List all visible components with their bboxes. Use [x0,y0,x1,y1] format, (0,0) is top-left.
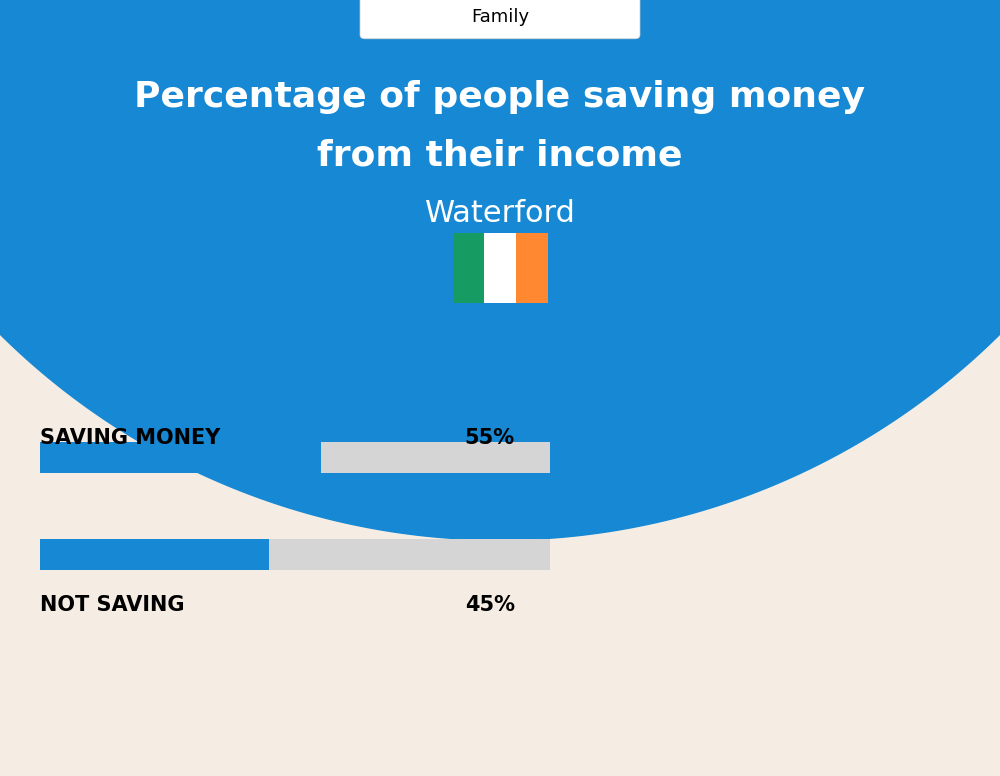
FancyBboxPatch shape [360,0,640,39]
Text: Family: Family [471,9,529,26]
Text: Percentage of people saving money: Percentage of people saving money [134,80,866,114]
Polygon shape [0,0,1000,540]
Text: from their income: from their income [317,138,683,172]
Text: SAVING MONEY: SAVING MONEY [40,428,220,449]
Text: 45%: 45% [465,595,515,615]
Bar [40,539,269,570]
Text: 55%: 55% [465,428,515,449]
Bar [40,539,550,570]
Text: Waterford: Waterford [425,199,575,228]
Bar [452,233,484,303]
Bar [484,233,516,303]
Bar [40,442,320,473]
Text: NOT SAVING: NOT SAVING [40,595,184,615]
Bar [40,442,550,473]
Bar [516,233,548,303]
